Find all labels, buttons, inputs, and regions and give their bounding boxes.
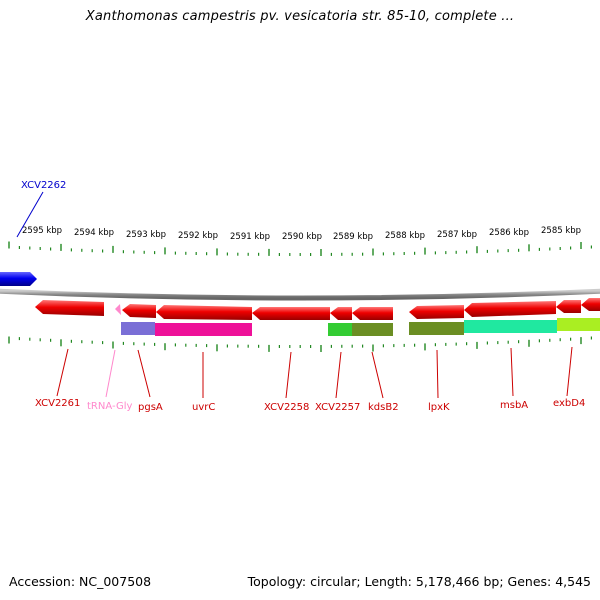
annotation-band [352, 323, 393, 336]
leader-line-pgsA [137, 349, 151, 398]
annotation-bands [121, 318, 600, 336]
leader-line-kdsB2 [371, 351, 384, 399]
leader-line-exbD4 [566, 346, 573, 397]
annotation-band [409, 322, 464, 335]
scale-label: 2586 kbp [489, 228, 529, 238]
gene-label-lpxK[interactable]: lpxK [428, 402, 450, 413]
scale-label: 2585 kbp [541, 226, 581, 236]
gene-label-kdsB2[interactable]: kdsB2 [368, 402, 399, 413]
gene-arrow-xcv2258[interactable] [252, 307, 330, 320]
gene-arrow-kdsB2[interactable] [352, 307, 393, 320]
leader-line-xcv2262 [16, 191, 44, 238]
gene-label-msbA[interactable]: msbA [500, 400, 528, 411]
gene-leader-lines [16, 191, 573, 399]
gene-arrow-msbA[interactable] [464, 301, 556, 317]
scale-label: 2591 kbp [230, 232, 270, 242]
gene-label-xcv2261[interactable]: XCV2261 [35, 398, 80, 409]
gene-arrows-reverse [35, 298, 600, 320]
scale-label: 2589 kbp [333, 232, 373, 242]
annotation-band [328, 323, 352, 336]
gene-arrow-xcv2262[interactable] [0, 272, 37, 286]
scale-label: 2590 kbp [282, 232, 322, 242]
scale-labels: 2595 kbp 2594 kbp 2593 kbp 2592 kbp 2591… [22, 226, 581, 242]
gene-label-exbD4[interactable]: exbD4 [553, 398, 585, 409]
gene-arrow-next[interactable] [581, 298, 600, 311]
genome-backbone [0, 288, 600, 301]
gene-label-pgsA[interactable]: pgsA [138, 402, 163, 413]
gene-arrow-xcv2261[interactable] [35, 300, 104, 316]
gene-arrow-pgsA[interactable] [122, 304, 156, 318]
scale-label: 2595 kbp [22, 226, 62, 236]
genome-summary-text: Topology: circular; Length: 5,178,466 bp… [247, 574, 591, 589]
leader-line-xcv2261 [56, 348, 69, 397]
leader-line-xcv2258 [285, 351, 292, 399]
gene-arrow-trna-gly[interactable] [115, 304, 121, 315]
gene-arrow-xcv2257[interactable] [330, 307, 352, 320]
scale-label: 2594 kbp [74, 228, 114, 238]
gene-label-xcv2258[interactable]: XCV2258 [264, 402, 309, 413]
gene-label-trna-gly[interactable]: tRNA-Gly [87, 401, 132, 412]
annotation-band [121, 322, 155, 335]
map-title: Xanthomonas campestris pv. vesicatoria s… [85, 9, 515, 24]
gene-label-xcv2257[interactable]: XCV2257 [315, 402, 360, 413]
leader-line-xcv2257 [335, 351, 342, 399]
gene-label-uvrC[interactable]: uvrC [192, 402, 215, 413]
leader-line-msbA [510, 347, 514, 397]
gene-arrow-exbD4[interactable] [556, 300, 581, 313]
gene-arrow-lpxK[interactable] [409, 305, 464, 319]
gene-arrow-uvrC[interactable] [156, 305, 252, 320]
leader-line-trna-gly [105, 349, 116, 398]
annotation-band [155, 323, 252, 336]
scale-label: 2587 kbp [437, 230, 477, 240]
scale-ticks-top [8, 241, 593, 256]
leader-line-lpxK [436, 349, 439, 399]
accession-text: Accession: NC_007508 [9, 574, 152, 589]
scale-ticks-bottom [8, 336, 593, 352]
gene-labels: XCV2262 XCV2261 tRNA-Gly pgsA uvrC XCV22… [21, 180, 585, 413]
annotation-band [464, 320, 557, 333]
gene-label-xcv2262[interactable]: XCV2262 [21, 180, 66, 191]
scale-label: 2588 kbp [385, 231, 425, 241]
scale-label: 2592 kbp [178, 231, 218, 241]
annotation-band [557, 318, 600, 331]
scale-label: 2593 kbp [126, 230, 166, 240]
